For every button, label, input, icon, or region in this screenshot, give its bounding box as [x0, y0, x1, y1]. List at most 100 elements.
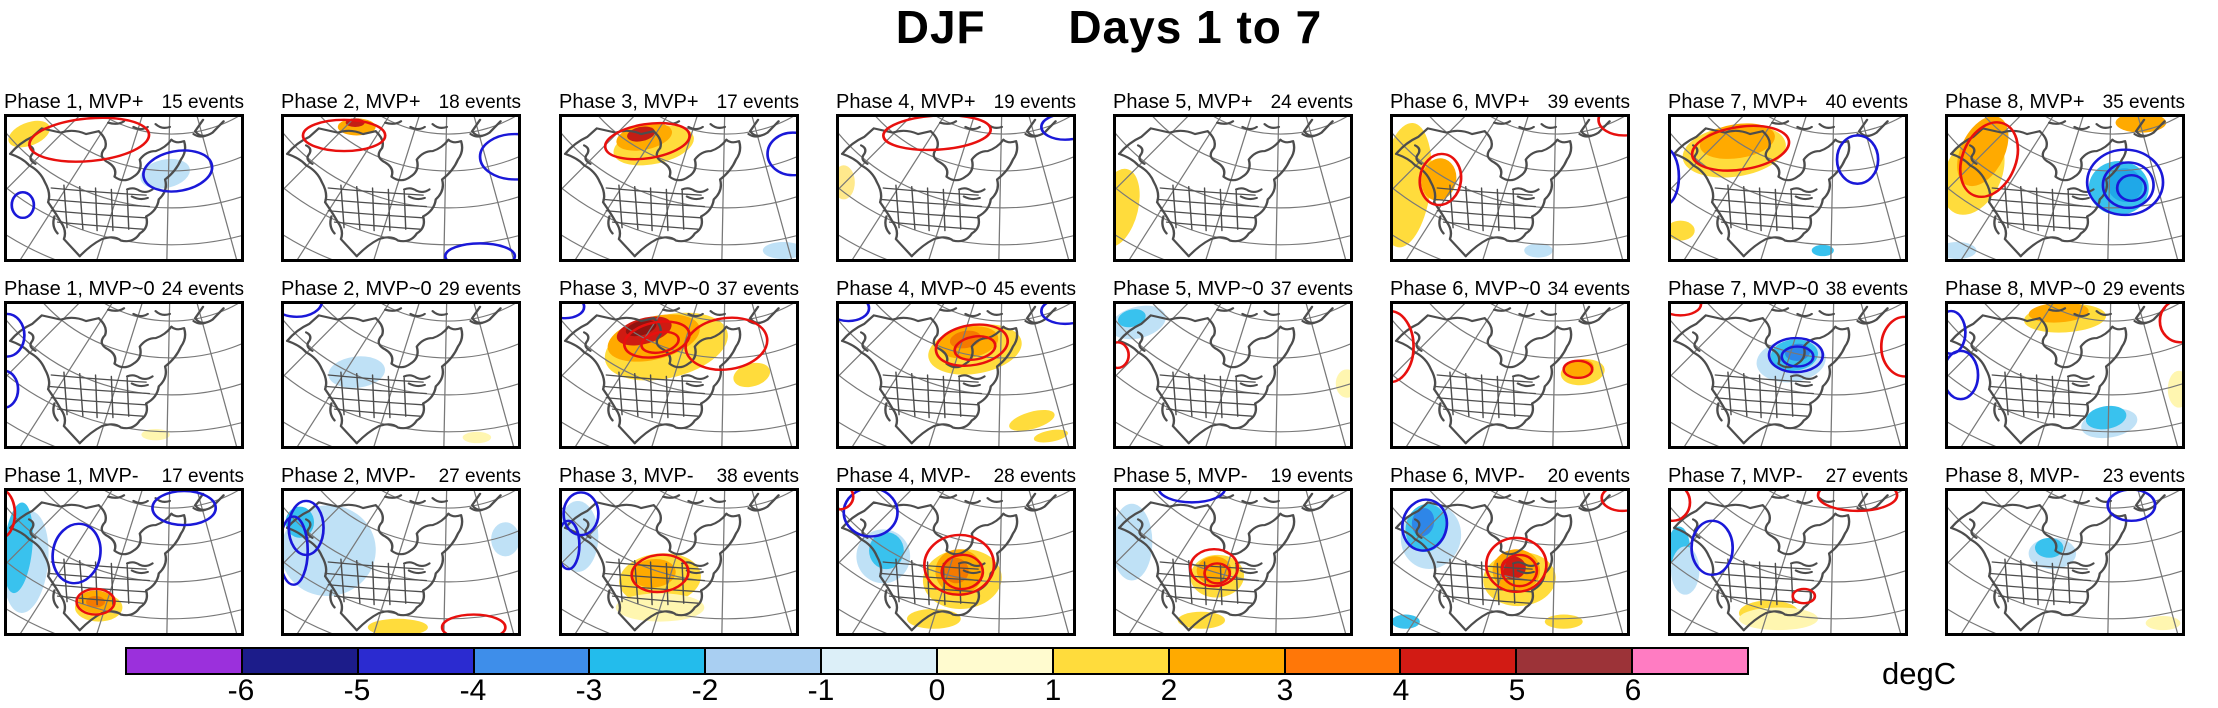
map-panel-svg [281, 114, 521, 262]
anomaly-contour [2101, 161, 2155, 210]
anomaly-shading [8, 120, 50, 148]
panel-event-count: 27 events [1825, 466, 1908, 487]
panel-event-count: 17 events [716, 92, 799, 113]
anomaly-contour [7, 312, 26, 358]
anomaly-contour [51, 522, 102, 585]
anomaly-shading [2034, 537, 2064, 558]
colorbar-tick-6: 6 [1624, 674, 1642, 707]
panel-title: Phase 3, MVP- [559, 465, 694, 487]
map-panel-svg [1945, 114, 2185, 262]
anomaly-contour [28, 117, 151, 163]
panel-title: Phase 4, MVP- [836, 465, 971, 487]
anomaly-shading [7, 502, 33, 594]
anomaly-shading [1671, 220, 1695, 241]
colorbar-segment-12 [1515, 649, 1632, 673]
panel-event-count: 45 events [993, 279, 1076, 300]
panel-title: Phase 7, MVP+ [1668, 91, 1808, 113]
anomaly-contour [640, 330, 680, 355]
panel-event-count: 40 events [1825, 92, 1908, 113]
anomaly-contour [1948, 349, 1980, 401]
anomaly-shading [1671, 546, 1700, 595]
panel-event-count: 24 events [161, 279, 244, 300]
map-panel-svg [1113, 488, 1353, 636]
colorbar-segment-1 [240, 649, 357, 673]
anomaly-contour [2158, 304, 2182, 344]
anomaly-shading [1811, 244, 1834, 257]
anomaly-contour [1671, 149, 1681, 204]
anomaly-contour [1791, 587, 1817, 605]
anomaly-contour [1418, 152, 1463, 207]
map-panel-phase4-MVP~0: Phase 4, MVP~0 45 events [836, 277, 1076, 449]
anomaly-contour [1597, 117, 1627, 137]
panel-event-count: 29 events [2102, 279, 2185, 300]
panel-title: Phase 3, MVP~0 [559, 278, 710, 300]
map-panel-phase6-MVP~0: Phase 6, MVP~0 34 events [1390, 277, 1630, 449]
map-panel-svg [559, 488, 799, 636]
anomaly-contour [1671, 491, 1692, 523]
anomaly-contour [2106, 491, 2157, 523]
anomaly-contour [562, 519, 581, 571]
panel-title: Phase 6, MVP- [1390, 465, 1525, 487]
basemap [839, 117, 1073, 259]
panel-title: Phase 4, MVP+ [836, 91, 976, 113]
map-panel-phase3-MVP+: Phase 3, MVP+ 17 events [559, 90, 799, 262]
panel-title: Phase 8, MVP~0 [1945, 278, 2096, 300]
anomaly-shading [1544, 614, 1583, 629]
colorbar-segment-10 [1283, 649, 1400, 673]
anomaly-contour [839, 304, 871, 323]
colorbar-tick-3: 3 [1276, 674, 1294, 707]
basemap [1116, 117, 1350, 259]
panel-title: Phase 2, MVP- [281, 465, 416, 487]
basemap [284, 304, 518, 446]
anomaly-shading [733, 362, 771, 388]
basemap [284, 117, 518, 259]
anomaly-contour [622, 320, 691, 359]
anomaly-shading [2085, 405, 2127, 430]
panel-title: Phase 4, MVP~0 [836, 278, 987, 300]
panel-title: Phase 6, MVP+ [1390, 91, 1530, 113]
anomaly-contour [7, 369, 20, 409]
map-panel-svg [1390, 488, 1630, 636]
anomaly-contour [684, 316, 769, 371]
map-panel-svg [559, 114, 799, 262]
anomaly-contour [882, 117, 993, 152]
anomaly-contour [562, 491, 600, 537]
map-panel-phase5-MVP~0: Phase 5, MVP~0 37 events [1113, 277, 1353, 449]
panel-event-count: 17 events [161, 466, 244, 487]
anomaly-contour [478, 132, 518, 181]
anomaly-contour [1401, 498, 1449, 552]
anomaly-shading [367, 618, 428, 633]
anomaly-shading [1335, 369, 1350, 398]
panel-title: Phase 2, MVP~0 [281, 278, 432, 300]
panel-title: Phase 3, MVP+ [559, 91, 699, 113]
basemap [839, 304, 1073, 446]
anomaly-contour [1690, 519, 1735, 576]
map-panel-phase2-MVP+: Phase 2, MVP+ 18 events [281, 90, 521, 262]
map-panel-svg [1945, 488, 2185, 636]
colorbar-tick--6: -6 [227, 674, 255, 707]
anomaly-contour [301, 118, 387, 153]
anomaly-contour [1671, 304, 1703, 317]
panel-event-count: 24 events [1270, 92, 1353, 113]
anomaly-contour [151, 491, 218, 527]
panel-event-count: 15 events [161, 92, 244, 113]
panel-title: Phase 1, MVP~0 [4, 278, 155, 300]
panel-title: Phase 2, MVP+ [281, 91, 421, 113]
map-panel-phase6-MVP-: Phase 6, MVP- 20 events [1390, 464, 1630, 636]
map-panel-phase7-MVP-: Phase 7, MVP- 27 events [1668, 464, 1908, 636]
panel-title: Phase 8, MVP+ [1945, 91, 2085, 113]
panel-title: Phase 1, MVP- [4, 465, 139, 487]
anomaly-shading [2167, 370, 2182, 408]
anomaly-contour [562, 304, 586, 320]
basemap [7, 304, 241, 446]
panel-event-count: 37 events [1270, 279, 1353, 300]
panel-title: Phase 7, MVP- [1668, 465, 1803, 487]
map-panel-phase4-MVP+: Phase 4, MVP+ 19 events [836, 90, 1076, 262]
anomaly-contour [1116, 341, 1130, 370]
panel-event-count: 20 events [1547, 466, 1630, 487]
map-panel-svg [281, 488, 521, 636]
map-panel-svg [1113, 114, 1353, 262]
anomaly-shading [1009, 410, 1055, 431]
anomaly-contour [1600, 491, 1627, 513]
panel-event-count: 35 events [2102, 92, 2185, 113]
